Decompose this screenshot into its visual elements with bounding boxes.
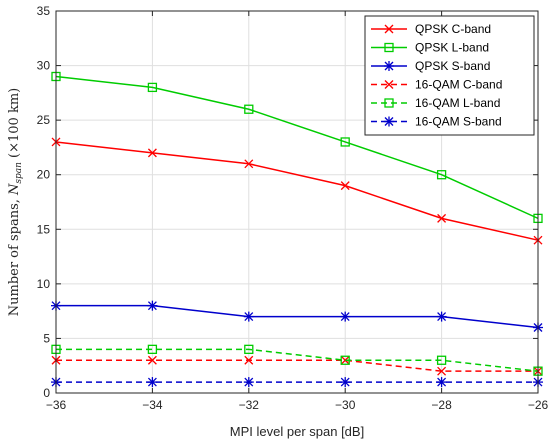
y-tick-label: 30 [37, 59, 51, 73]
y-tick-label: 10 [37, 277, 51, 291]
data-point [340, 137, 350, 147]
legend-marker [384, 98, 394, 108]
y-tick-label: 35 [37, 4, 51, 18]
y-axis-label-var: N [7, 183, 22, 196]
data-point [243, 377, 254, 388]
data-point [436, 377, 447, 388]
y-tick-label: 20 [37, 168, 51, 182]
y-axis-label: Number of spans, Nspan (×100 km) [7, 88, 24, 317]
data-point [436, 355, 447, 365]
legend-box [364, 15, 535, 136]
legend-label: 16-QAM S-band [415, 115, 502, 129]
legend-label: QPSK L-band [415, 41, 489, 55]
x-tick-label: −26 [528, 398, 549, 412]
data-point [437, 366, 447, 376]
x-axis-ticks: −36 −34 −32 −30 −28 −26 [46, 11, 549, 412]
data-point [436, 170, 447, 180]
series-line [55, 75, 539, 220]
y-tick-label: 5 [43, 331, 50, 345]
data-point [147, 148, 157, 158]
data-point [244, 344, 254, 354]
data-point [243, 311, 254, 322]
legend-label: 16-QAM C-band [415, 78, 502, 92]
y-tick-label: 0 [43, 386, 50, 400]
data-point [244, 159, 254, 169]
legend-item: 16-QAM S-band [371, 115, 502, 129]
y-axis-ticks: 0 5 10 15 20 25 30 35 [37, 4, 538, 400]
data-point [147, 300, 158, 311]
data-point [147, 355, 157, 365]
data-point [244, 104, 254, 114]
series-line [56, 359, 538, 372]
series-line [56, 348, 539, 372]
data-point [436, 311, 447, 322]
legend-item: 16-QAM C-band [371, 78, 502, 92]
legend-marker [384, 61, 394, 71]
legend-marker [384, 42, 394, 53]
data-point [340, 377, 351, 388]
data-point [340, 181, 350, 191]
x-tick-label: −28 [431, 398, 452, 412]
y-tick-label: 15 [37, 222, 51, 236]
legend-item: 16-QAM L-band [371, 96, 500, 110]
legend-marker [384, 116, 394, 127]
data-point [340, 355, 350, 365]
legend-label: QPSK C-band [415, 22, 491, 36]
series-6 [51, 377, 543, 388]
y-axis-label-sub: span [14, 162, 24, 184]
legend-item: QPSK L-band [371, 41, 489, 55]
series-line [55, 141, 539, 241]
legend-marker [384, 80, 394, 89]
legend-item: QPSK S-band [371, 59, 490, 73]
data-point [147, 82, 158, 93]
data-point [244, 355, 254, 365]
legend-label: 16-QAM L-band [415, 96, 500, 110]
series-4 [51, 355, 543, 376]
x-tick-label: −36 [46, 398, 67, 412]
data-point [147, 344, 158, 354]
legend-item: QPSK C-band [371, 22, 491, 36]
y-tick-label: 25 [37, 113, 51, 127]
series-line [56, 304, 539, 329]
legend-label: QPSK S-band [415, 59, 490, 73]
series-2 [51, 71, 543, 224]
plot-frame [55, 10, 539, 394]
series-layer [51, 71, 543, 388]
x-tick-label: −32 [239, 398, 260, 412]
y-axis-label-prefix: Number of spans, [7, 195, 22, 316]
data-point [147, 377, 158, 388]
y-axis-label-suffix: (×100 km) [7, 88, 22, 162]
x-tick-label: −30 [335, 398, 356, 412]
data-point [340, 311, 351, 322]
data-point [437, 213, 447, 223]
series-1 [51, 137, 543, 245]
x-axis-label: MPI level per span [dB] [230, 424, 364, 439]
legend-marker [384, 24, 394, 34]
legend: QPSK C-band QPSK L-band QPSK S-band 16-QAM … [364, 15, 535, 136]
data-point [340, 355, 350, 365]
x-tick-label: −34 [142, 398, 163, 412]
